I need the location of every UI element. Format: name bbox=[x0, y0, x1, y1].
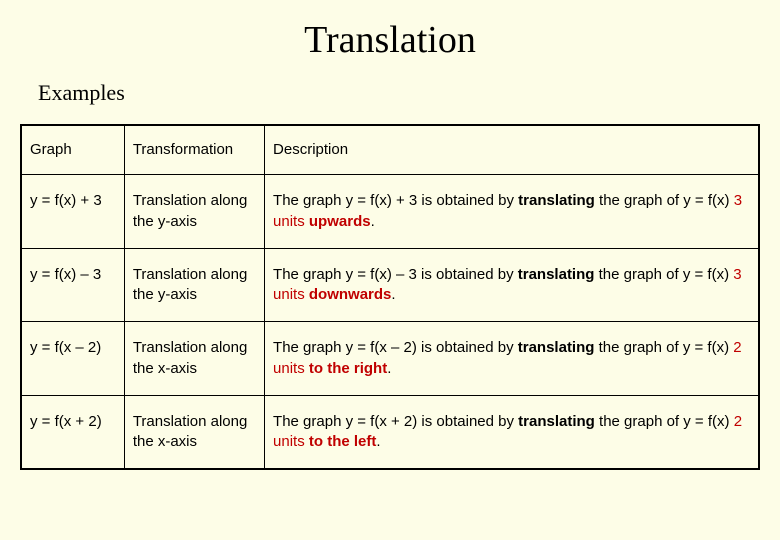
desc-mid: the graph of y = f(x) bbox=[594, 266, 733, 283]
examples-label: Examples bbox=[38, 80, 760, 106]
desc-direction: downwards bbox=[309, 286, 392, 303]
desc-prefix: The graph y = f(x – 2) is obtained by bbox=[273, 339, 518, 356]
cell-transformation: Translation along the y-axis bbox=[124, 175, 264, 249]
desc-verb: translating bbox=[518, 192, 595, 209]
cell-graph: y = f(x) + 3 bbox=[21, 175, 124, 249]
table-header-row: Graph Transformation Description bbox=[21, 125, 759, 175]
cell-transformation: Translation along the x-axis bbox=[124, 322, 264, 396]
cell-transformation: Translation along the x-axis bbox=[124, 395, 264, 469]
desc-prefix: The graph y = f(x) – 3 is obtained by bbox=[273, 266, 518, 283]
desc-verb: translating bbox=[518, 339, 595, 356]
desc-suffix: . bbox=[376, 433, 380, 450]
table-row: y = f(x + 2) Translation along the x-axi… bbox=[21, 395, 759, 469]
desc-suffix: . bbox=[391, 286, 395, 303]
desc-mid: the graph of y = f(x) bbox=[595, 192, 734, 209]
desc-verb: translating bbox=[518, 413, 595, 430]
cell-description: The graph y = f(x) + 3 is obtained by tr… bbox=[265, 175, 759, 249]
desc-prefix: The graph y = f(x) + 3 is obtained by bbox=[273, 192, 518, 209]
desc-mid: the graph of y = f(x) bbox=[595, 413, 734, 430]
cell-description: The graph y = f(x – 2) is obtained by tr… bbox=[265, 322, 759, 396]
desc-direction: upwards bbox=[309, 213, 371, 230]
desc-direction: to the left bbox=[305, 433, 377, 450]
desc-suffix: . bbox=[387, 360, 391, 377]
cell-graph: y = f(x + 2) bbox=[21, 395, 124, 469]
desc-mid: the graph of y = f(x) bbox=[594, 339, 733, 356]
table-row: y = f(x) + 3 Translation along the y-axi… bbox=[21, 175, 759, 249]
col-header-description: Description bbox=[265, 125, 759, 175]
cell-graph: y = f(x) – 3 bbox=[21, 248, 124, 322]
col-header-graph: Graph bbox=[21, 125, 124, 175]
page-title: Translation bbox=[20, 18, 760, 62]
table-row: y = f(x) – 3 Translation along the y-axi… bbox=[21, 248, 759, 322]
desc-prefix: The graph y = f(x + 2) is obtained by bbox=[273, 413, 518, 430]
desc-direction: to the right bbox=[305, 360, 388, 377]
table-row: y = f(x – 2) Translation along the x-axi… bbox=[21, 322, 759, 396]
cell-description: The graph y = f(x + 2) is obtained by tr… bbox=[265, 395, 759, 469]
desc-suffix: . bbox=[371, 213, 375, 230]
cell-transformation: Translation along the y-axis bbox=[124, 248, 264, 322]
cell-description: The graph y = f(x) – 3 is obtained by tr… bbox=[265, 248, 759, 322]
desc-verb: translating bbox=[518, 266, 595, 283]
col-header-transformation: Transformation bbox=[124, 125, 264, 175]
translation-table: Graph Transformation Description y = f(x… bbox=[20, 124, 760, 470]
cell-graph: y = f(x – 2) bbox=[21, 322, 124, 396]
